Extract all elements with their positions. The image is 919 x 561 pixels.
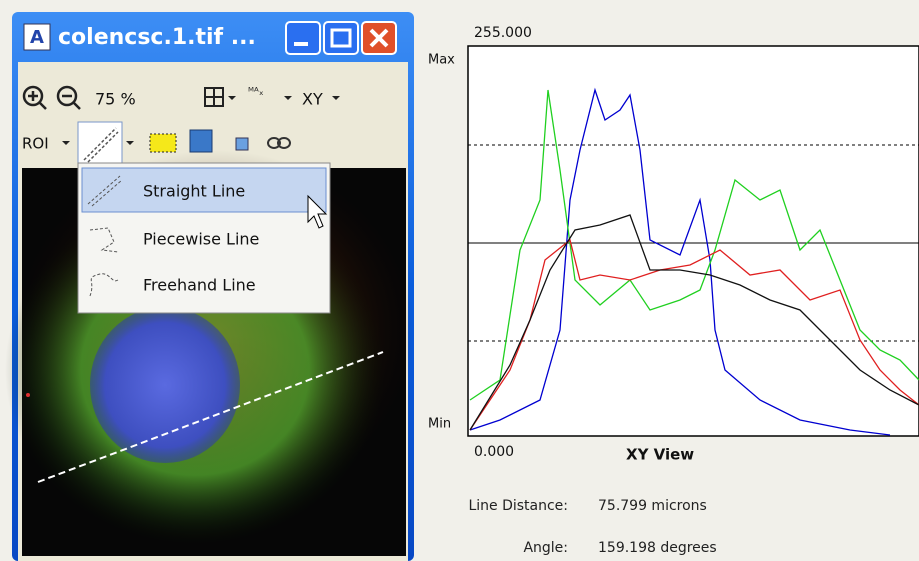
copy-button[interactable] — [236, 138, 248, 150]
cell-nucleus — [90, 307, 240, 463]
page: {"window": {"title": "colencsc.1.tif ...… — [0, 0, 919, 561]
marker — [26, 393, 30, 397]
info-value: 75.799 microns — [598, 498, 707, 514]
info-value: 159.198 degrees — [598, 540, 717, 556]
app-icon-letter: A — [30, 27, 44, 48]
info-label: Angle: — [523, 540, 568, 556]
maxmin-glyph[interactable]: ᴹᴬₓ — [248, 85, 264, 98]
info-label: Line Distance: — [468, 498, 568, 514]
menu-item[interactable]: Piecewise Line — [143, 230, 259, 249]
view-menu[interactable]: XY — [302, 90, 323, 109]
max-label: Max — [428, 53, 455, 68]
menu-item[interactable]: Freehand Line — [143, 276, 256, 295]
screenshot: A colencsc.1.tif ... 75 % ᴹᴬₓ XY ROI Str… — [0, 0, 919, 561]
window-title: colencsc.1.tif ... — [58, 25, 256, 50]
roi-menu[interactable]: ROI — [22, 135, 49, 153]
minimize-button[interactable] — [286, 22, 320, 54]
maximize-button[interactable] — [324, 22, 358, 54]
zoom-level: 75 % — [95, 90, 136, 109]
menu-item[interactable]: Straight Line — [143, 182, 245, 201]
region-button[interactable] — [150, 134, 176, 152]
minimize-glyph — [294, 42, 308, 46]
save-button[interactable] — [190, 130, 212, 152]
min-value: 0.000 — [474, 444, 514, 460]
plot-area — [468, 46, 919, 436]
min-label: Min — [428, 417, 451, 432]
plot-title: XY View — [626, 446, 694, 464]
max-value: 255.000 — [474, 25, 532, 41]
